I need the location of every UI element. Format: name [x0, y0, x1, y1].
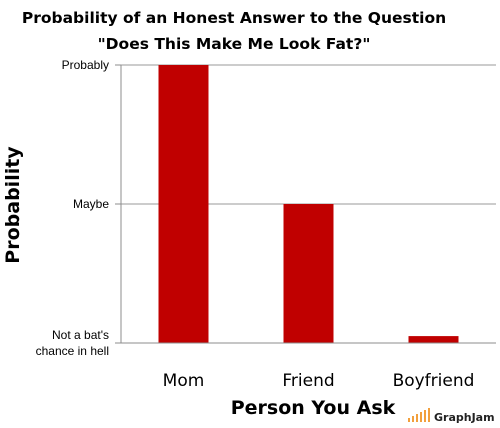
x-tick-labels: Mom Friend Boyfriend — [163, 371, 475, 391]
bar-mom — [158, 65, 209, 343]
chart-title-line-2: "Does This Make Me Look Fat?" — [98, 35, 371, 53]
y-tick-labels: Probably Maybe Not a bat's chance in hell — [36, 58, 121, 358]
x-axis-title: Person You Ask — [231, 397, 396, 419]
signal-bars-icon — [408, 408, 430, 422]
y-tick-label: chance in hell — [36, 344, 109, 358]
watermark-text: GraphJam — [434, 411, 495, 424]
x-tick-label: Mom — [163, 371, 205, 391]
y-tick-label: Maybe — [73, 197, 109, 211]
graphjam-watermark: GraphJam — [408, 408, 495, 424]
y-tick-label: Probably — [62, 58, 109, 72]
x-tick-label: Friend — [282, 371, 334, 391]
bar-boyfriend — [408, 336, 459, 343]
x-tick-label: Boyfriend — [393, 371, 475, 391]
y-axis-title: Probability — [2, 146, 24, 264]
chart-title-line-1: Probability of an Honest Answer to the Q… — [22, 9, 446, 27]
y-tick-label: Not a bat's — [52, 328, 109, 342]
bar-friend — [283, 204, 334, 343]
bars — [158, 65, 459, 343]
